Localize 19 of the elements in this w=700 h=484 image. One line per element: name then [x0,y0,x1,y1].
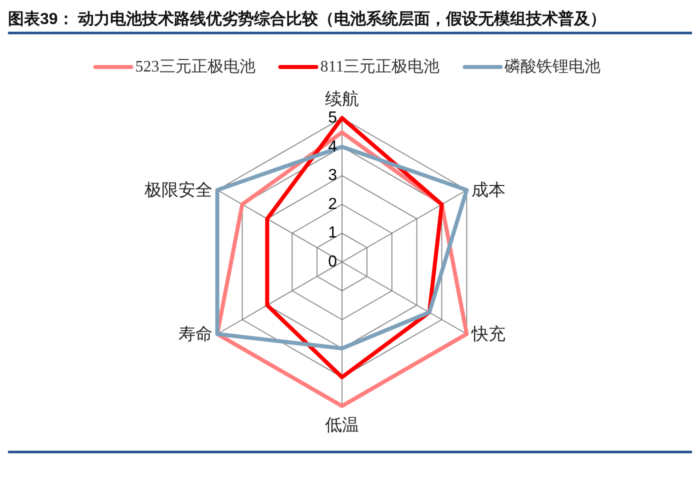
category-label: 低温 [325,416,359,434]
tick-label: 3 [328,167,337,184]
category-label: 极限安全 [144,180,212,200]
tick-label: 5 [328,110,337,126]
category-label: 寿命 [178,324,212,344]
legend-label: 811三元正极电池 [320,58,440,76]
legend-item: 磷酸铁锂电池 [462,58,601,76]
legend-label: 523三元正极电池 [135,58,256,76]
tick-label: 1 [328,224,337,242]
tick-label: 2 [328,196,337,213]
title: 图表39： 动力电池技术路线优劣势综合比较（电池系统层面，假设无模组技术普及） [8,11,606,28]
legend-label: 磷酸铁锂电池 [504,58,601,76]
tick-label: 0 [328,254,337,270]
category-label: 成本 [472,180,506,200]
tick-label: 4 [328,138,337,156]
category-label: 续航 [325,90,359,108]
category-label: 快充 [472,324,506,344]
legend-item: 811三元正极电池 [278,58,440,76]
legend-item: 523三元正极电池 [93,58,256,76]
